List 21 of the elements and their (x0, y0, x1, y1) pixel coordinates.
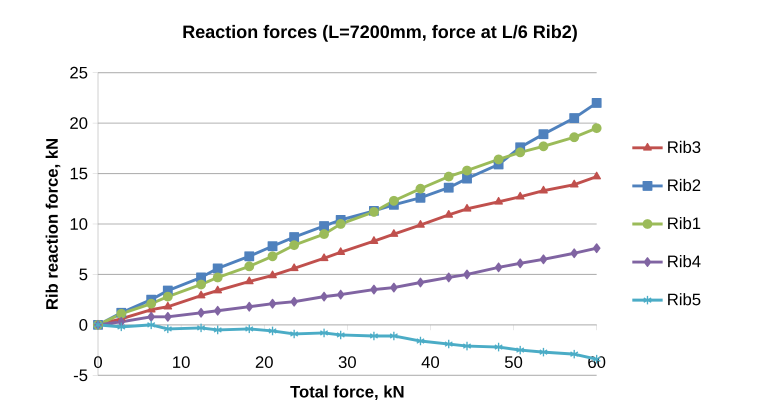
y-tick-label: -5 (74, 370, 88, 382)
y-tick-label: 0 (79, 318, 88, 331)
x-tick-label: 0 (94, 356, 102, 368)
x-tick-label: 10 (173, 356, 190, 368)
x-axis-title: Total force, kN (290, 385, 404, 400)
y-tick-label: 15 (70, 168, 88, 180)
y-tick-label: 20 (70, 117, 88, 130)
legend-label: Rib5 (668, 293, 700, 306)
y-tick-label: 5 (79, 268, 88, 280)
legend-label: Rib2 (668, 178, 700, 192)
y-tick-label: 10 (70, 218, 88, 230)
legend-label: Rib4 (668, 255, 701, 268)
y-tick-label: 25 (70, 66, 88, 79)
legend-label: Rib3 (668, 140, 700, 154)
legend-label: Rib1 (668, 216, 700, 230)
x-tick-label: 40 (422, 356, 440, 368)
x-tick-label: 20 (256, 356, 273, 368)
chart-title: Reaction forces (L=7200mm, force at L/6 Rib2) (183, 24, 577, 42)
x-tick-label: 30 (338, 356, 356, 368)
x-tick-label: 50 (504, 356, 522, 368)
y-axis-title: Rib reaction force, kN (46, 138, 60, 310)
